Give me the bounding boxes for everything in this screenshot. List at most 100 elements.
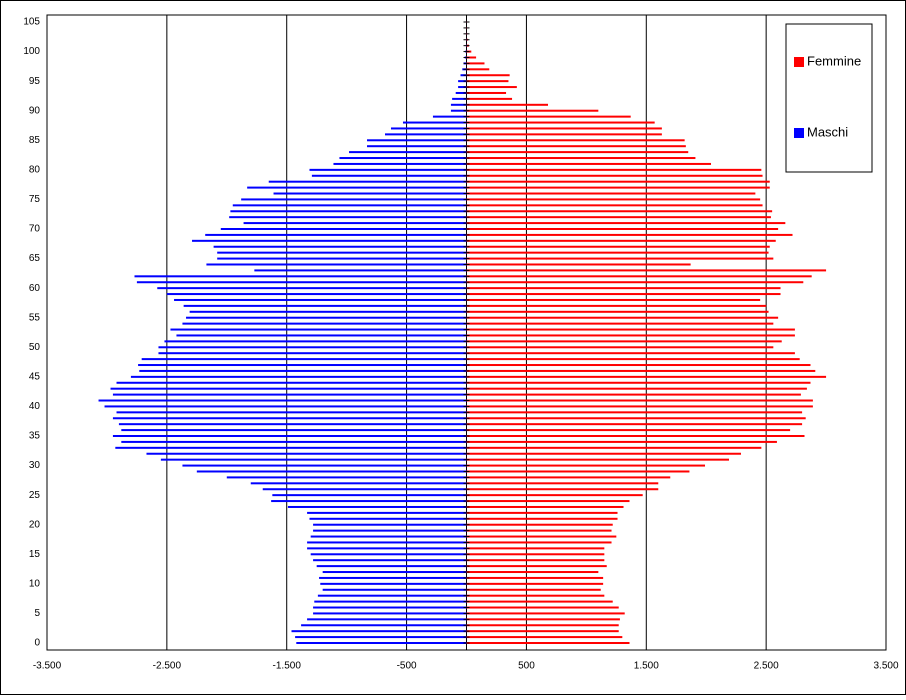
bar — [139, 370, 466, 372]
bar — [333, 163, 466, 165]
bar — [467, 636, 623, 638]
bar — [467, 169, 762, 171]
legend-swatch — [794, 128, 804, 138]
bar — [467, 204, 763, 206]
bar — [288, 506, 467, 508]
bar — [467, 346, 774, 348]
bar — [467, 642, 630, 644]
bar — [113, 435, 467, 437]
y-tick-label: 10 — [29, 578, 41, 589]
bar — [467, 400, 813, 402]
bar — [467, 293, 781, 295]
bar — [467, 92, 507, 94]
bar — [233, 204, 467, 206]
bar — [241, 198, 466, 200]
bar — [467, 453, 741, 455]
bar — [467, 559, 605, 561]
bar — [113, 394, 467, 396]
y-tick-label: 80 — [29, 164, 41, 175]
bar — [467, 329, 795, 331]
y-tick-label: 95 — [29, 76, 41, 87]
bar — [121, 429, 466, 431]
bar — [295, 636, 466, 638]
bar — [467, 193, 756, 195]
bar — [467, 565, 607, 567]
bar — [312, 175, 467, 177]
bar — [146, 453, 466, 455]
bar — [467, 405, 813, 407]
bar — [467, 216, 771, 218]
bar — [467, 222, 786, 224]
bar — [269, 181, 467, 183]
bar — [105, 405, 467, 407]
bar — [467, 187, 770, 189]
bar — [467, 275, 812, 277]
bar — [385, 133, 467, 135]
bar — [467, 181, 770, 183]
y-tick-label: 70 — [29, 224, 41, 235]
bar — [467, 589, 601, 591]
bar — [467, 376, 827, 378]
bar — [161, 459, 467, 461]
bar — [467, 435, 805, 437]
bar — [192, 240, 466, 242]
bar — [467, 536, 617, 538]
bar — [467, 281, 804, 283]
bar — [467, 299, 761, 301]
bar — [206, 263, 466, 265]
bar — [244, 222, 467, 224]
bar — [227, 476, 467, 478]
bar — [247, 187, 466, 189]
bar — [111, 388, 467, 390]
bar — [467, 80, 509, 82]
bar — [182, 323, 466, 325]
bar — [170, 329, 466, 331]
bar — [467, 157, 696, 159]
bar — [186, 317, 466, 319]
bar — [467, 583, 604, 585]
y-tick-label: 45 — [29, 371, 41, 382]
y-tick-label: 40 — [29, 401, 41, 412]
bar — [403, 122, 467, 124]
bar — [311, 553, 467, 555]
bar — [467, 506, 624, 508]
bar — [467, 571, 599, 573]
bar — [467, 423, 803, 425]
bar — [467, 86, 517, 88]
bar — [467, 429, 791, 431]
bar — [254, 269, 466, 271]
bar — [467, 317, 779, 319]
x-tick-label: -1.500 — [273, 661, 302, 672]
bar — [158, 346, 466, 348]
bar — [309, 518, 466, 520]
bar — [319, 577, 466, 579]
bar — [467, 577, 604, 579]
bar — [467, 470, 690, 472]
bar — [467, 512, 618, 514]
bar — [467, 488, 659, 490]
bar — [467, 630, 619, 632]
bar — [263, 488, 467, 490]
y-tick-label: 0 — [34, 638, 40, 649]
bar — [391, 127, 467, 129]
bar — [131, 376, 467, 378]
bar — [184, 305, 467, 307]
legend-box — [786, 24, 872, 172]
bar — [214, 246, 467, 248]
bar — [229, 216, 466, 218]
bar — [307, 541, 466, 543]
bar — [467, 240, 776, 242]
bar — [217, 258, 466, 260]
y-tick-label: 35 — [29, 431, 41, 442]
bar — [467, 459, 729, 461]
bar — [307, 618, 466, 620]
y-tick-label: 65 — [29, 253, 41, 264]
bar — [117, 411, 467, 413]
y-tick-label: 75 — [29, 194, 41, 205]
bar — [221, 228, 467, 230]
bar — [467, 311, 769, 313]
bar — [467, 263, 691, 265]
bar — [309, 169, 466, 171]
bar — [274, 193, 467, 195]
bar — [317, 565, 467, 567]
